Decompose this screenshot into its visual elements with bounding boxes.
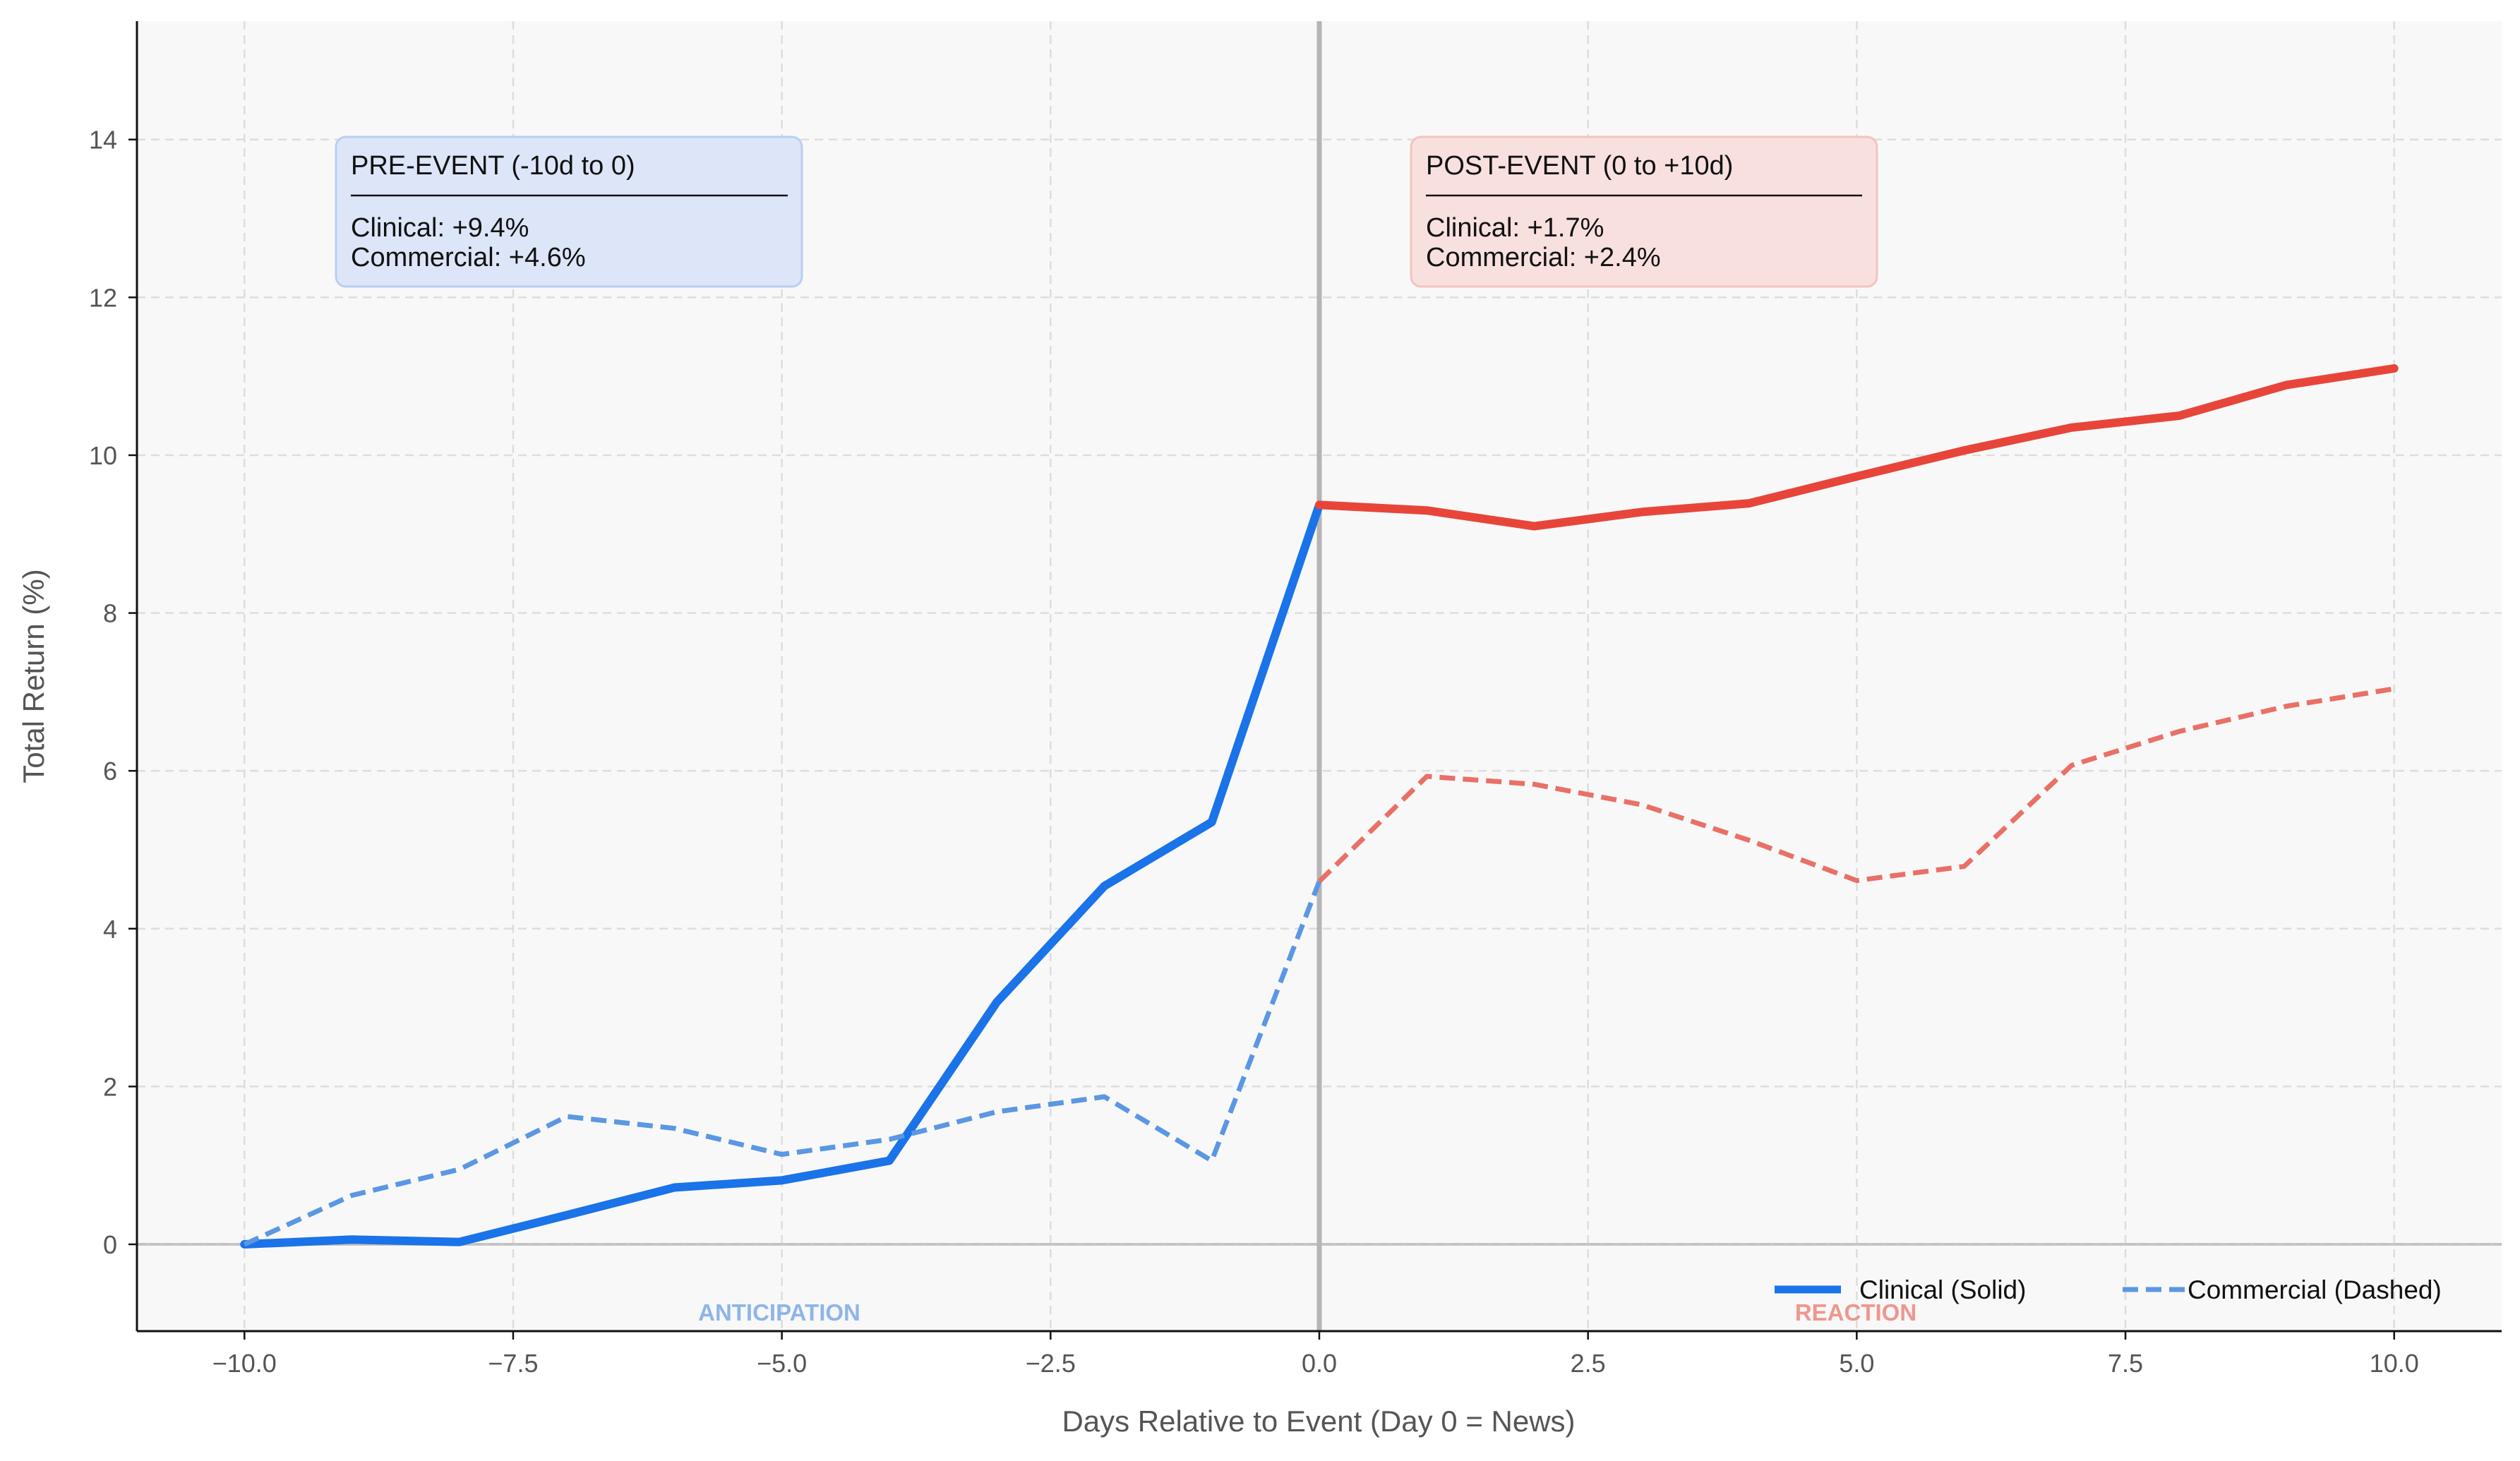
legend-label-commercial: Commercial (Dashed) <box>2188 1275 2442 1304</box>
x-axis-title: Days Relative to Event (Day 0 = News) <box>1062 1405 1575 1438</box>
anticipation-label: ANTICIPATION <box>698 1299 860 1325</box>
x-tick-label-5: 2.5 <box>1571 1349 1606 1378</box>
pre-event-annotation: PRE-EVENT (-10d to 0) Clinical: +9.4% Co… <box>335 136 803 288</box>
y-tick-label-7: 14 <box>89 126 117 155</box>
pre-event-commercial: Commercial: +4.6% <box>351 243 586 272</box>
y-tick-label-2: 4 <box>103 915 117 944</box>
series-line-clinical-pre-event <box>240 500 1324 1249</box>
x-tick-label-4: 0.0 <box>1302 1349 1337 1378</box>
y-axis-title: Total Return (%) <box>17 569 50 783</box>
pre-event-box <box>335 136 803 288</box>
series-layer <box>240 364 2399 1249</box>
x-tick-label-2: −5.0 <box>757 1349 807 1378</box>
x-tick-label-6: 5.0 <box>1839 1349 1874 1378</box>
y-tick-label-4: 8 <box>103 599 117 628</box>
post-event-title: POST-EVENT (0 to +10d) <box>1426 151 1733 181</box>
series-line-clinical-post-event <box>1315 364 2399 531</box>
y-tick-label-3: 6 <box>103 757 117 786</box>
series-line-commercial-post-event <box>1317 686 2395 884</box>
legend-label-clinical: Clinical (Solid) <box>1859 1275 2026 1304</box>
y-tick-label-1: 2 <box>103 1072 117 1101</box>
pre-event-clinical: Clinical: +9.4% <box>351 213 529 243</box>
series-line-commercial-pre-event <box>243 880 1322 1247</box>
ticks: −10.0 −7.5 −5.0 −2.5 0.0 2.5 5.0 7.5 10.0 0 2 4 6 8 10… <box>89 126 2419 1378</box>
post-event-annotation: POST-EVENT (0 to +10d) Clinical: +1.7% C… <box>1410 136 1878 288</box>
reaction-label: REACTION <box>1795 1299 1916 1325</box>
x-tick-label-0: −10.0 <box>212 1349 277 1378</box>
x-tick-label-8: 10.0 <box>2370 1349 2419 1378</box>
post-event-commercial: Commercial: +2.4% <box>1426 243 1661 272</box>
x-tick-label-3: −2.5 <box>1026 1349 1076 1378</box>
y-tick-label-0: 0 <box>103 1230 117 1259</box>
x-tick-label-7: 7.5 <box>2108 1349 2143 1378</box>
y-tick-label-6: 12 <box>89 283 117 312</box>
y-tick-label-5: 10 <box>89 441 117 470</box>
reference-lines <box>137 21 2502 1331</box>
x-tick-label-1: −7.5 <box>488 1349 538 1378</box>
post-event-clinical: Clinical: +1.7% <box>1426 213 1604 243</box>
pre-event-title: PRE-EVENT (-10d to 0) <box>351 151 635 181</box>
legend: Clinical (Solid) Commercial (Dashed) <box>1775 1275 2442 1304</box>
post-event-box <box>1410 136 1878 288</box>
